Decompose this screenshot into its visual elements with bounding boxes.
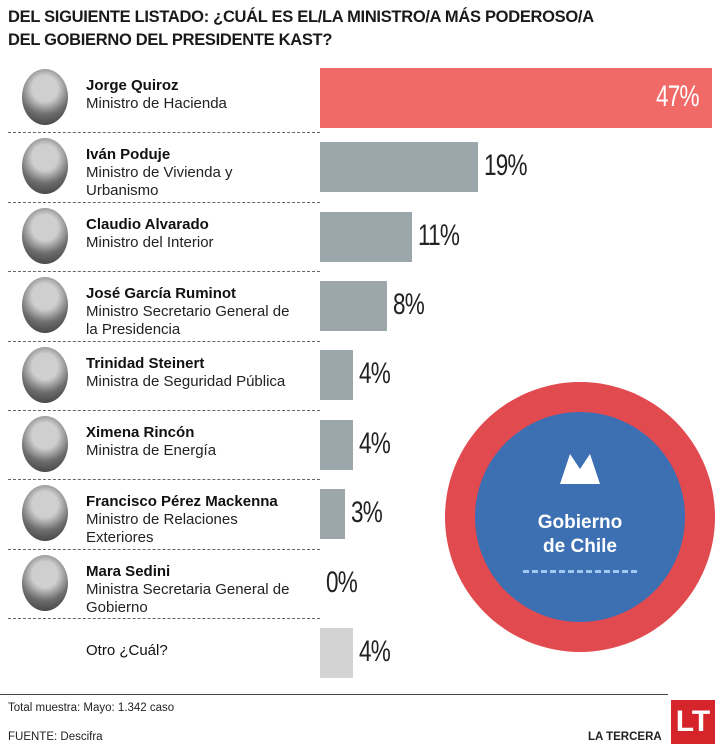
brand-mark: LT [671, 700, 715, 744]
minister-role: Ministro Secretario General de la Presid… [86, 303, 290, 339]
value-label: 8% [392, 287, 425, 321]
minister-name: José García Ruminot [86, 285, 237, 303]
value-label: 0% [326, 565, 358, 599]
minister-role: Ministro de Vivienda y Urbanismo [86, 164, 233, 200]
minister-name: Otro ¿Cuál? [86, 642, 168, 660]
bar [320, 142, 479, 193]
minister-role: Ministro del Interior [86, 233, 214, 251]
logo-inner: Gobierno de Chile [475, 412, 685, 622]
logo-stripe [523, 570, 637, 573]
minister-role: Ministra de Energía [86, 442, 217, 459]
value-label: 4% [359, 357, 391, 391]
source: FUENTE: Descifra [8, 731, 103, 743]
minister-name: Ximena Rincón [86, 424, 195, 441]
logo-text: Gobierno [537, 512, 623, 533]
logo-text: de Chile [543, 536, 617, 557]
bar [320, 67, 712, 128]
minister-role: Ministra Secretaria General de Gobierno [86, 580, 290, 616]
minister-name: Jorge Quiroz [86, 77, 179, 94]
minister-name: Iván Poduje [86, 146, 171, 164]
government-logo: Gobierno de Chile [445, 382, 715, 652]
row-separator [8, 132, 320, 134]
bar [320, 489, 346, 540]
portrait [22, 277, 68, 334]
minister-role: Ministro de Relaciones Exteriores [86, 511, 238, 547]
minister-role: Ministro de Hacienda [86, 95, 227, 112]
row-separator [8, 271, 320, 273]
value-label: 11% [417, 218, 460, 252]
minister-name: Francisco Pérez Mackenna [86, 493, 278, 511]
portrait [22, 346, 68, 403]
row-separator [8, 548, 320, 550]
portrait [22, 485, 68, 542]
portrait [22, 69, 68, 125]
row-separator [8, 410, 320, 411]
bar [320, 419, 354, 470]
row-separator [8, 479, 320, 481]
portrait [22, 207, 68, 264]
portrait [22, 554, 68, 611]
minister-role: Ministra de Seguridad Pública [86, 372, 286, 390]
bar [320, 211, 412, 262]
portrait [22, 416, 68, 472]
bar [320, 627, 354, 678]
bar [320, 350, 354, 401]
row-separator [8, 340, 320, 342]
brand: LA TERCERA [588, 731, 662, 743]
chart-title: DEL SIGUIENTE LISTADO: ¿CUÁL ES EL/LA MI… [8, 8, 594, 49]
value-label: 47% [656, 79, 700, 113]
value-label: 19% [484, 149, 528, 183]
portrait [22, 138, 68, 195]
row-separator [8, 201, 320, 203]
minister-name: Trinidad Steinert [86, 354, 205, 372]
footer-rule [0, 694, 668, 695]
minister-name: Claudio Alvarado [86, 215, 209, 233]
minister-name: Mara Sedini [86, 562, 171, 580]
value-label: 4% [359, 426, 391, 460]
value-label: 3% [351, 496, 383, 530]
sample-note: Total muestra: Mayo: 1.342 caso [8, 702, 175, 714]
value-label: 4% [359, 634, 391, 668]
logo-emblem [560, 454, 600, 484]
row-separator [8, 618, 320, 620]
bar [320, 280, 387, 331]
